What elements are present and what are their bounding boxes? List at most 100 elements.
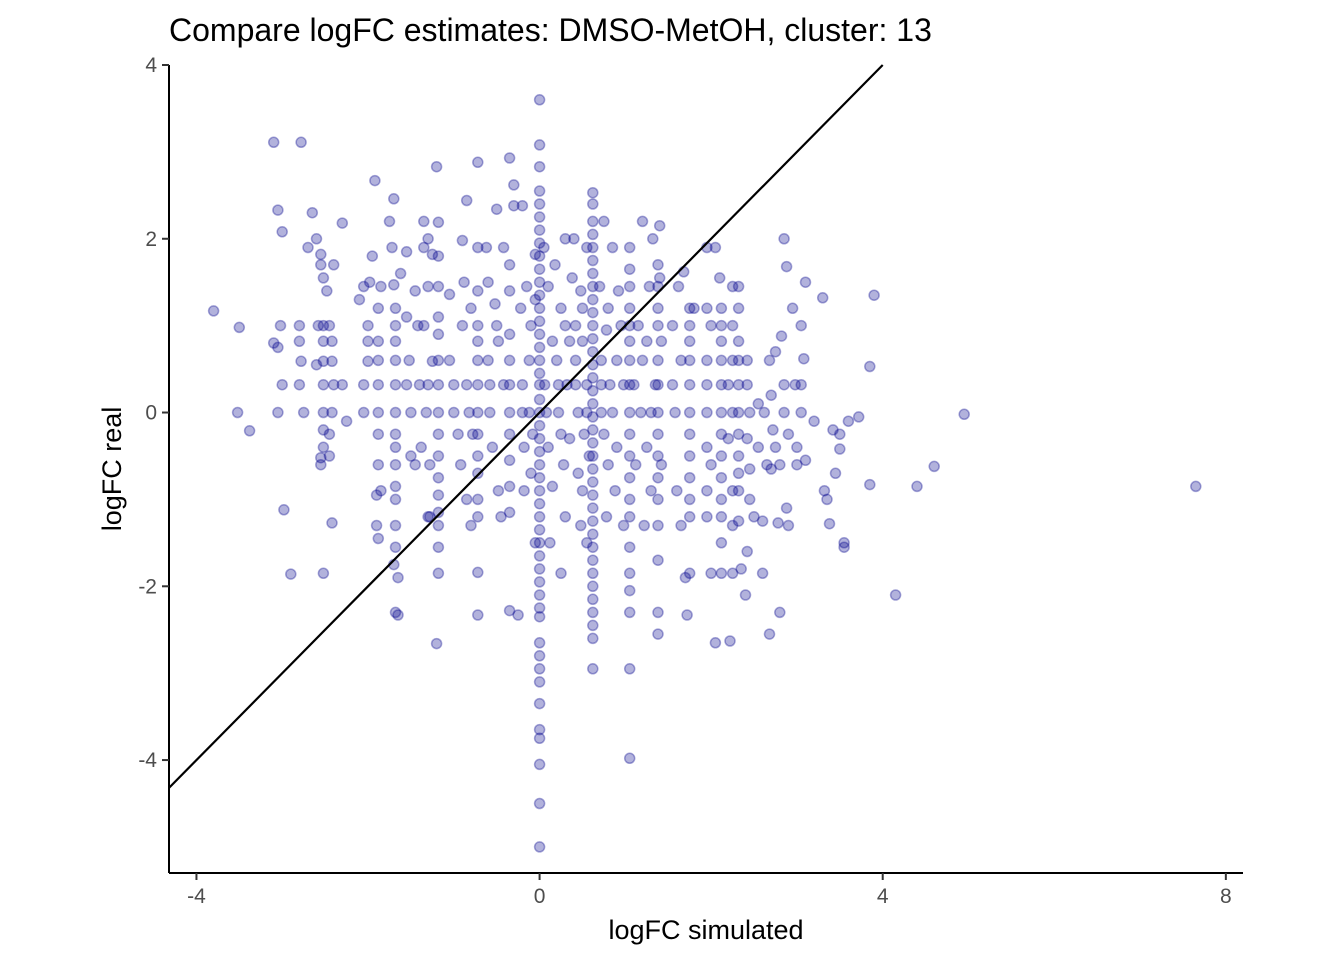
data-point <box>336 378 349 391</box>
data-point <box>452 428 464 440</box>
data-point <box>523 354 536 367</box>
data-point <box>758 406 771 419</box>
data-point <box>326 406 338 419</box>
data-point <box>482 276 494 288</box>
data-point <box>623 406 636 419</box>
x-axis-label: logFC simulated <box>608 915 803 945</box>
data-point <box>638 519 650 532</box>
data-point <box>555 567 567 580</box>
data-point <box>389 428 402 440</box>
data-point <box>653 219 666 232</box>
data-point <box>889 589 902 601</box>
data-point <box>533 341 546 354</box>
data-point <box>587 606 599 619</box>
data-point <box>533 563 546 575</box>
data-point <box>799 454 812 467</box>
data-point <box>317 355 330 368</box>
data-point <box>520 280 533 293</box>
data-point <box>357 280 370 293</box>
data-point <box>741 545 753 558</box>
data-point <box>623 752 636 765</box>
data-point <box>460 194 473 207</box>
data-point <box>315 451 327 464</box>
data-point <box>503 506 516 519</box>
data-point <box>726 484 739 497</box>
data-point <box>503 604 516 617</box>
data-point <box>557 458 570 471</box>
data-point <box>295 136 307 149</box>
data-point <box>503 406 516 419</box>
data-point <box>780 260 793 273</box>
data-point <box>538 241 550 254</box>
data-point <box>611 354 623 367</box>
data-point <box>472 406 484 419</box>
data-point <box>683 428 696 440</box>
data-point <box>207 305 220 317</box>
data-point <box>587 593 599 606</box>
data-point <box>422 233 434 245</box>
data-point <box>503 354 516 367</box>
data-point <box>400 378 413 391</box>
chart-title: Compare logFC estimates: DMSO-MetOH, clu… <box>169 12 932 48</box>
data-point <box>587 619 599 632</box>
data-point <box>295 355 307 368</box>
data-point <box>623 493 636 506</box>
data-point <box>778 406 790 419</box>
data-point <box>732 484 745 497</box>
data-point <box>683 378 696 391</box>
data-point <box>587 228 599 241</box>
data-point <box>370 519 383 532</box>
data-point <box>726 519 739 532</box>
data-point <box>581 537 593 549</box>
data-point <box>587 541 599 553</box>
data-point <box>389 406 402 419</box>
data-point <box>372 302 385 315</box>
data-point <box>701 378 713 391</box>
data-point <box>533 576 546 588</box>
data-point <box>386 241 398 254</box>
data-point <box>357 378 370 391</box>
data-point <box>533 676 546 688</box>
data-point <box>297 406 310 419</box>
data-point <box>715 335 728 348</box>
data-point <box>276 378 288 391</box>
data-point <box>432 506 445 519</box>
data-point <box>432 450 445 462</box>
data-point <box>503 259 516 271</box>
data-point <box>864 360 876 373</box>
y-axis-ticks: -4 -2 0 2 4 <box>138 54 169 772</box>
data-point <box>405 450 417 462</box>
data-point <box>595 406 608 419</box>
data-point <box>572 467 584 480</box>
data-point <box>448 406 460 419</box>
data-point <box>458 276 470 288</box>
data-point <box>533 484 546 497</box>
data-point <box>671 484 683 497</box>
data-point <box>274 319 287 332</box>
data-point <box>842 415 855 427</box>
data-point <box>372 458 385 471</box>
data-point <box>533 354 546 367</box>
data-point <box>366 250 379 262</box>
data-point <box>497 378 510 391</box>
data-point <box>463 406 475 419</box>
data-point <box>327 259 340 271</box>
data-point <box>503 285 516 297</box>
data-point <box>623 378 636 391</box>
data-point <box>533 610 546 623</box>
data-point <box>340 415 353 427</box>
data-point <box>533 419 546 432</box>
data-point <box>533 185 546 197</box>
data-point <box>587 502 599 514</box>
data-point <box>576 335 589 348</box>
data-point <box>617 378 630 391</box>
data-point <box>472 493 484 506</box>
data-point <box>786 302 799 315</box>
data-point <box>526 428 539 440</box>
data-point <box>293 378 306 391</box>
data-point <box>323 450 336 462</box>
data-point <box>868 289 880 301</box>
data-point <box>726 354 739 367</box>
data-point <box>732 406 745 419</box>
